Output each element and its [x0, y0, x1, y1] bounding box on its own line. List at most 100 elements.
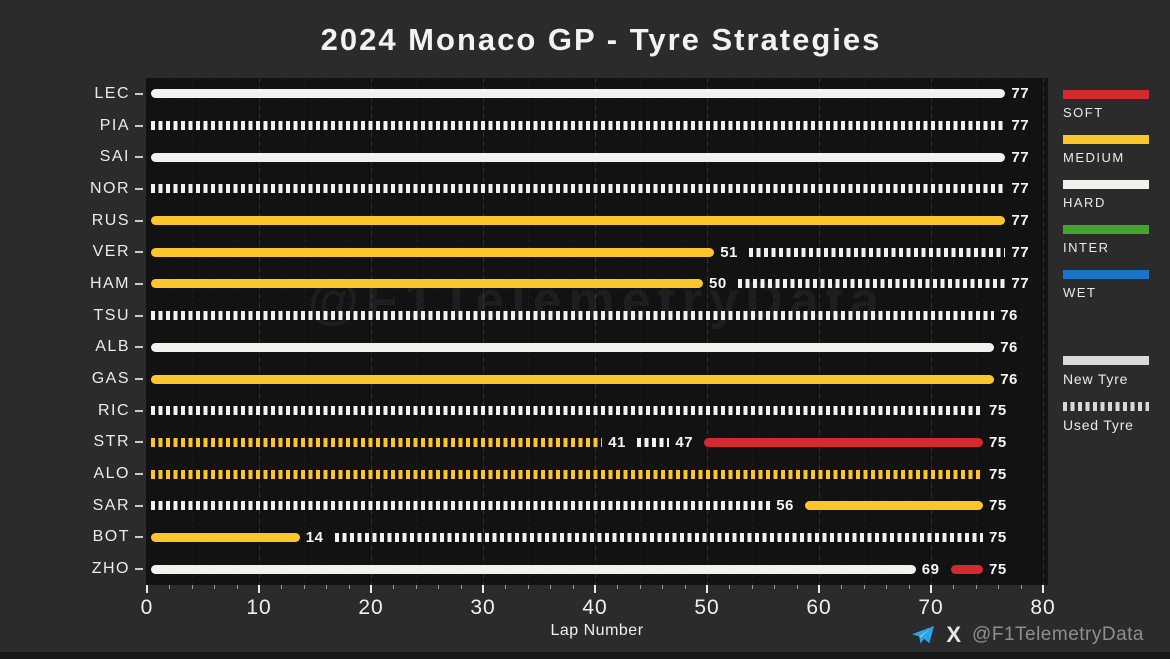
x-major-tick — [594, 585, 596, 593]
legend-label: WET — [1063, 285, 1097, 300]
stint-end-lap-label: 69 — [921, 560, 940, 578]
legend-item-inter: INTER — [1063, 225, 1170, 255]
legend-item-hard: HARD — [1063, 180, 1170, 210]
x-minor-tick — [796, 585, 798, 589]
x-minor-tick — [438, 585, 440, 589]
gridline — [595, 78, 596, 585]
stint-end-lap-label: 75 — [989, 528, 1007, 546]
x-minor-tick — [572, 585, 574, 589]
x-major-tick — [146, 585, 148, 593]
x-major-tick — [930, 585, 932, 593]
x-major-tick — [706, 585, 708, 593]
x-minor-tick — [393, 585, 395, 589]
stint-bar-alb-hard-new — [151, 342, 995, 352]
driver-label-str: STR — [93, 433, 130, 451]
legend-swatch-dashed — [1063, 402, 1149, 411]
gridline — [1020, 78, 1022, 585]
legend-label: Used Tyre — [1063, 417, 1134, 433]
gridline — [460, 78, 462, 585]
y-tick — [135, 409, 143, 412]
driver-label-sar: SAR — [92, 496, 130, 514]
stint-bar-alo-medium-used — [151, 469, 983, 479]
x-minor-tick — [326, 585, 328, 589]
y-tick — [135, 568, 143, 571]
driver-label-alb: ALB — [95, 338, 130, 356]
stint-end-lap-label: 77 — [1011, 85, 1030, 103]
y-tick — [135, 219, 143, 222]
legend-label: INTER — [1063, 240, 1110, 255]
driver-label-ver: VER — [92, 243, 130, 261]
driver-label-ham: HAM — [89, 274, 130, 292]
stint-end-lap-label: 77 — [1011, 180, 1030, 198]
gridline — [908, 78, 910, 585]
y-tick — [135, 346, 143, 349]
stint-end-lap-label: 50 — [709, 275, 727, 293]
stint-end-lap-label: 75 — [989, 560, 1007, 578]
x-minor-tick — [236, 585, 238, 589]
x-minor-tick — [169, 585, 171, 589]
x-tick-label: 70 — [918, 596, 944, 619]
legend-swatch-hard — [1063, 180, 1149, 189]
gridline — [326, 78, 328, 585]
legend-item-used-tyre: Used Tyre — [1063, 402, 1170, 433]
chart-title: 2024 Monaco GP - Tyre Strategies — [320, 22, 882, 57]
x-tick-label: 40 — [582, 596, 608, 619]
stint-bar-sai-hard-new — [151, 152, 1006, 162]
gridline — [415, 78, 417, 585]
x-tick-label: 50 — [694, 596, 720, 619]
y-tick — [135, 187, 143, 190]
driver-label-lec: LEC — [94, 84, 130, 102]
stint-bar-ver-medium-new — [151, 247, 715, 257]
stint-end-lap-label: 75 — [989, 433, 1007, 451]
x-minor-tick — [751, 585, 753, 589]
x-minor-tick — [460, 585, 462, 589]
x-minor-tick — [684, 585, 686, 589]
gridline — [572, 78, 574, 585]
y-tick — [135, 251, 143, 254]
x-minor-tick — [527, 585, 529, 589]
stint-end-lap-label: 77 — [1011, 243, 1030, 261]
stint-end-lap-label: 77 — [1011, 275, 1030, 293]
legend-item-new-tyre: New Tyre — [1063, 356, 1170, 387]
gridline — [841, 78, 843, 585]
stint-bar-zho-soft-new — [950, 564, 983, 574]
x-major-tick — [482, 585, 484, 593]
x-tick-label: 20 — [358, 596, 384, 619]
gridline — [214, 78, 216, 585]
gridline — [281, 78, 283, 585]
y-tick — [135, 473, 143, 476]
stint-bar-zho-hard-new — [151, 564, 916, 574]
x-tick-label: 60 — [806, 596, 832, 619]
stint-end-lap-label: 75 — [989, 465, 1007, 483]
x-minor-tick — [662, 585, 664, 589]
stint-bar-rus-medium-new — [151, 216, 1006, 226]
stint-end-lap-label: 56 — [776, 497, 794, 515]
x-minor-tick — [975, 585, 977, 589]
legend-swatch-solid — [1063, 356, 1149, 365]
gridline — [505, 78, 507, 585]
x-minor-tick — [617, 585, 619, 589]
x-major-tick — [818, 585, 820, 593]
x-major-tick — [258, 585, 260, 593]
x-minor-tick — [886, 585, 888, 589]
gridline — [774, 78, 776, 585]
driver-label-nor: NOR — [89, 179, 130, 197]
stint-bar-pia-hard-used — [151, 121, 1006, 131]
legend-label: SOFT — [1063, 105, 1104, 120]
stint-end-lap-label: 47 — [675, 433, 694, 451]
x-tick-label: 80 — [1030, 596, 1056, 619]
x-minor-tick — [191, 585, 193, 589]
y-tick — [135, 378, 143, 381]
x-minor-tick — [303, 585, 305, 589]
stint-end-lap-label: 76 — [1000, 338, 1018, 356]
legend-label: MEDIUM — [1063, 150, 1125, 165]
gridline — [796, 78, 798, 585]
gridline — [236, 78, 238, 585]
driver-label-zho: ZHO — [91, 560, 130, 578]
driver-label-gas: GAS — [91, 370, 130, 388]
stint-bar-nor-hard-used — [151, 184, 1006, 194]
gridline — [483, 78, 484, 585]
gridline — [886, 78, 888, 585]
stint-end-lap-label: 77 — [1011, 148, 1030, 166]
